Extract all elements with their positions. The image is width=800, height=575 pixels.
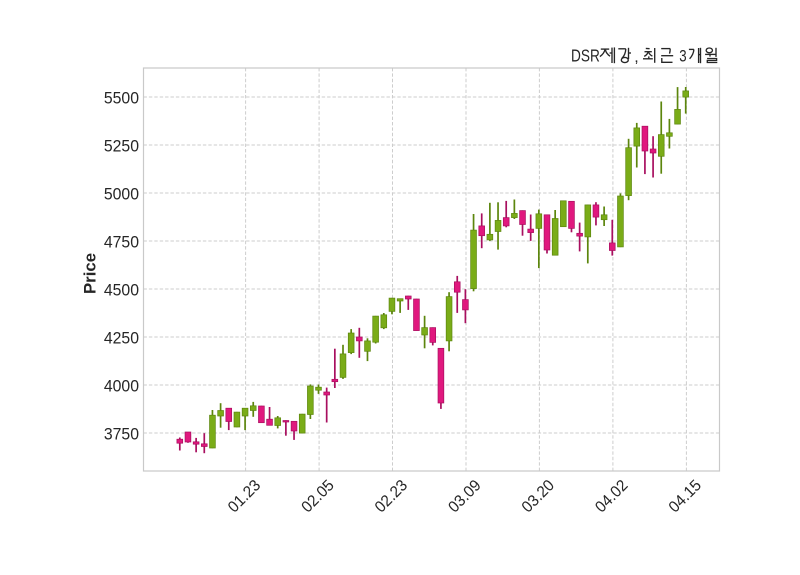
svg-text:3750: 3750 — [104, 425, 139, 444]
svg-text:3: 3 — [679, 47, 686, 66]
svg-text:,: , — [634, 49, 638, 66]
svg-text:4500: 4500 — [104, 281, 139, 300]
svg-text:5500: 5500 — [104, 89, 139, 108]
svg-text:5250: 5250 — [104, 137, 139, 156]
svg-text:5000: 5000 — [104, 185, 139, 204]
svg-text:Price: Price — [81, 253, 100, 294]
svg-text:4750: 4750 — [104, 233, 139, 252]
svg-text:4250: 4250 — [104, 329, 139, 348]
svg-text:DSR: DSR — [571, 47, 600, 66]
svg-text:4000: 4000 — [104, 377, 139, 396]
